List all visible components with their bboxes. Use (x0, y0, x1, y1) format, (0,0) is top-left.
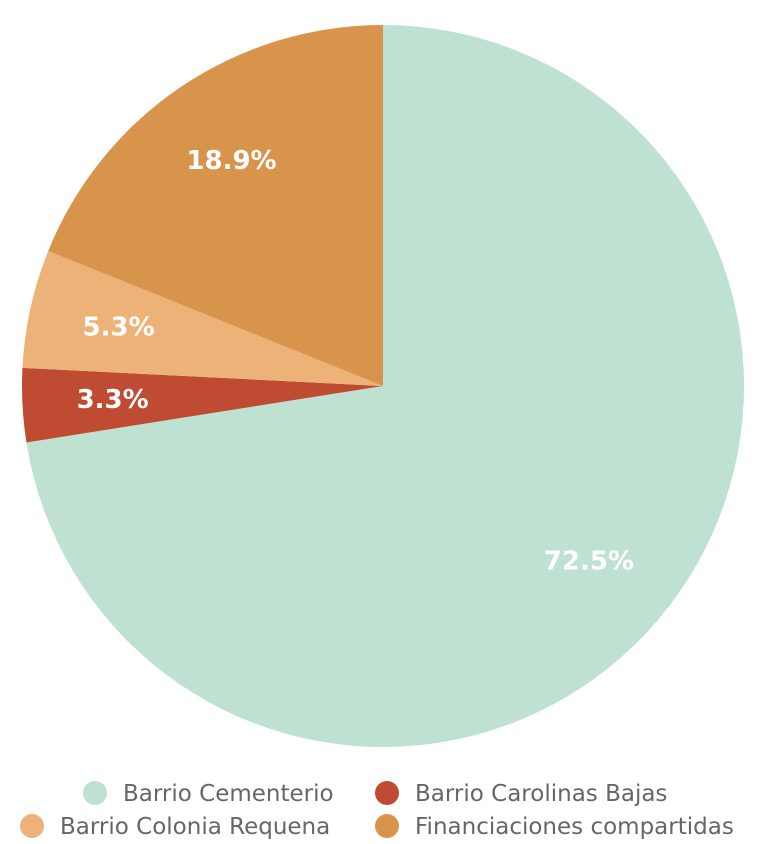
legend-item-barrio-colonia-requena[interactable]: Barrio Colonia Requena (20, 814, 330, 840)
legend-marker-barrio-cementerio (83, 781, 107, 805)
legend-item-barrio-cementerio[interactable]: Barrio Cementerio (83, 781, 334, 807)
legend-marker-barrio-carolinas-bajas (375, 781, 399, 805)
pie-labels: 72.5% 3.3% 5.3% 18.9% (77, 146, 634, 576)
slice-barrio-colonia-requena[interactable] (22, 251, 383, 386)
slice-barrio-carolinas-bajas[interactable] (21, 367, 383, 443)
legend-marker-barrio-colonia-requena (20, 814, 44, 838)
legend-label-financiaciones-compartidas: Financiaciones compartidas (415, 814, 734, 840)
slice-label-barrio-colonia-requena: 5.3% (83, 312, 155, 342)
legend-item-barrio-carolinas-bajas[interactable]: Barrio Carolinas Bajas (375, 781, 667, 807)
legend: Barrio Cementerio Barrio Carolinas Bajas… (20, 781, 734, 840)
slice-label-financiaciones-compartidas: 18.9% (186, 146, 276, 176)
slice-label-barrio-carolinas-bajas: 3.3% (77, 385, 149, 415)
legend-item-financiaciones-compartidas[interactable]: Financiaciones compartidas (375, 814, 734, 840)
legend-marker-financiaciones-compartidas (375, 814, 399, 838)
slice-financiaciones-compartidas[interactable] (48, 25, 384, 386)
pie-slices (21, 25, 744, 747)
slice-barrio-cementerio[interactable] (26, 25, 744, 747)
slice-label-barrio-cementerio: 72.5% (544, 546, 634, 576)
legend-label-barrio-cementerio: Barrio Cementerio (123, 781, 334, 807)
legend-label-barrio-colonia-requena: Barrio Colonia Requena (60, 814, 330, 840)
legend-label-barrio-carolinas-bajas: Barrio Carolinas Bajas (415, 781, 667, 807)
